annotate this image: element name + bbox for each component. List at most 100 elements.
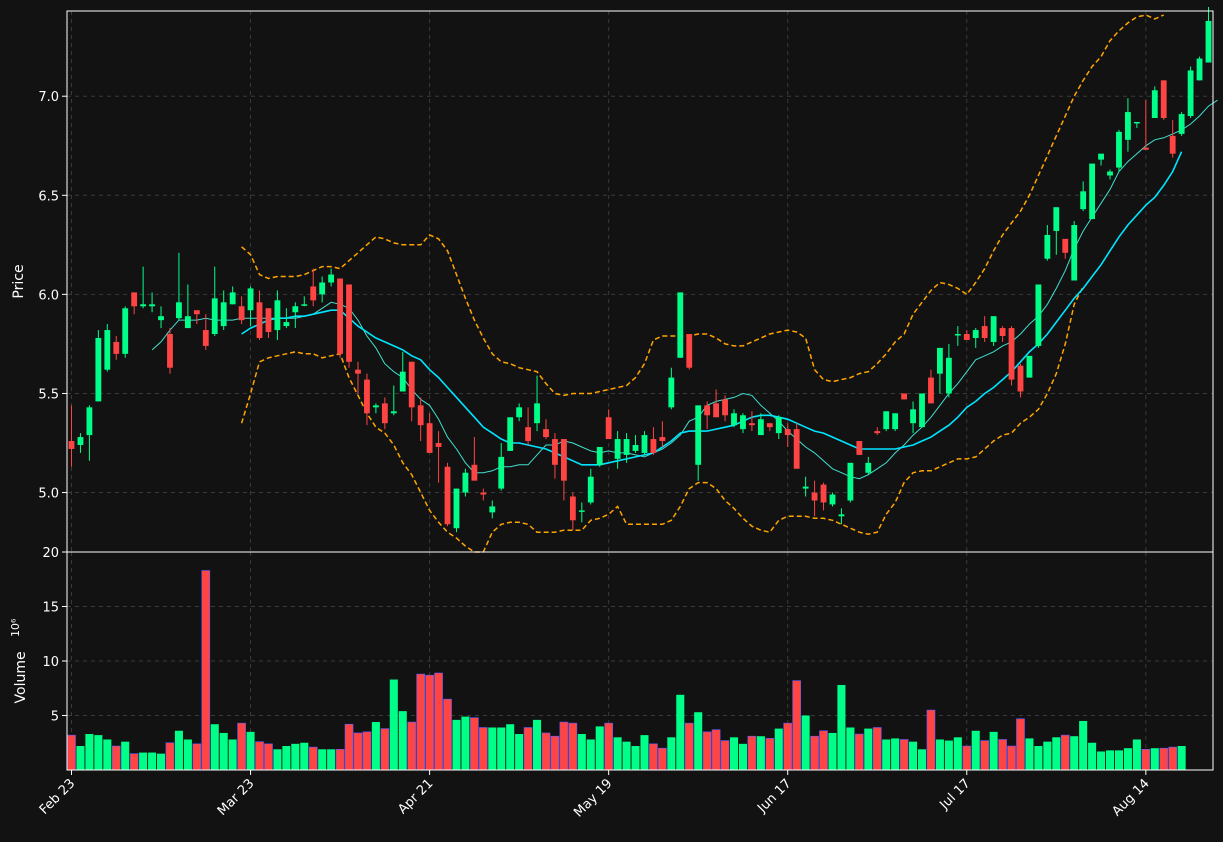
candle: [543, 419, 549, 440]
volume-bar: [291, 743, 300, 770]
candle-body: [677, 292, 684, 358]
candle: [1008, 326, 1015, 386]
candle: [784, 423, 791, 447]
volume-bar: [344, 723, 354, 771]
volume-bar: [864, 728, 873, 770]
candle: [319, 276, 326, 303]
candle: [346, 284, 352, 368]
volume-bar: [506, 724, 515, 770]
volume-bar: [1105, 750, 1115, 770]
candle-body: [632, 444, 639, 451]
volume-bar: [765, 738, 775, 771]
volume-y-ticks: 5 10 15 20: [42, 546, 67, 725]
candle-body: [104, 330, 111, 370]
volume-bar: [389, 679, 398, 770]
candle: [390, 385, 397, 416]
volume-bar: [676, 694, 685, 770]
candle: [587, 468, 594, 505]
candle-body: [184, 316, 191, 329]
volume-bar: [478, 727, 488, 771]
price-grid: [67, 11, 1213, 552]
candle: [301, 296, 308, 307]
candle: [265, 308, 272, 338]
candle-body: [525, 427, 532, 442]
volume-bar: [300, 742, 309, 770]
candle-body: [193, 310, 200, 315]
candle: [167, 328, 173, 374]
volume-bar: [631, 746, 640, 770]
candle-body: [981, 326, 988, 338]
volume-bar: [148, 752, 157, 770]
candle: [578, 502, 585, 523]
candle: [945, 343, 952, 398]
candle-body: [149, 304, 155, 307]
candle-body: [1196, 58, 1203, 81]
candle-body: [668, 377, 675, 408]
candle: [1205, 7, 1212, 63]
volume-bar: [1114, 750, 1124, 770]
candle: [211, 266, 218, 336]
volume-bar: [891, 738, 900, 770]
volume-bar: [380, 728, 390, 771]
candle-body: [372, 405, 379, 408]
price-y-tick-label: 5.0: [38, 487, 59, 502]
volume-bar: [926, 709, 936, 771]
volume-bar: [255, 741, 264, 771]
candle: [328, 268, 335, 287]
price-y-ticks: 5.0 5.5 6.0 6.5 7.0: [38, 90, 67, 502]
candle: [722, 395, 728, 422]
candle-body: [874, 431, 881, 434]
candle: [1035, 284, 1042, 348]
candle: [1098, 153, 1104, 166]
candle-body: [1035, 284, 1042, 346]
candle-body: [614, 439, 621, 459]
volume-axis-exponent: 10⁶: [9, 618, 22, 637]
volume-bar: [1016, 718, 1025, 771]
volume-bar: [774, 728, 783, 770]
candle-body: [229, 292, 236, 305]
volume-bar: [327, 749, 336, 770]
candle-body: [766, 423, 773, 428]
candle: [1142, 100, 1149, 150]
candle: [1133, 121, 1140, 128]
volume-bar: [783, 722, 793, 771]
candle-body: [1017, 365, 1024, 392]
bollinger-bands: [240, 14, 1165, 553]
candle: [838, 508, 845, 525]
candle-body: [355, 369, 361, 374]
candle: [480, 488, 487, 501]
candle: [355, 361, 361, 394]
candle: [650, 427, 657, 455]
candle: [534, 375, 540, 432]
volume-bar: [67, 734, 76, 771]
candle-body: [1071, 225, 1078, 281]
candle-body: [578, 510, 585, 512]
candle: [1017, 363, 1024, 398]
volume-bar: [76, 746, 85, 770]
candle-body: [158, 316, 164, 321]
volume-bar: [702, 731, 712, 771]
candle: [193, 310, 200, 325]
candle-body: [408, 361, 415, 408]
candle: [516, 403, 523, 422]
candle: [1107, 169, 1113, 180]
candle: [740, 413, 746, 434]
volume-bar: [318, 749, 327, 770]
candle: [122, 306, 129, 358]
candle-body: [265, 308, 272, 333]
candle: [704, 401, 711, 430]
candle-body: [453, 488, 460, 529]
candle-body: [1107, 171, 1113, 176]
volume-bar: [246, 731, 255, 770]
candle-body: [417, 405, 424, 426]
candle-body: [945, 357, 952, 394]
candle-body: [95, 337, 102, 402]
candle-body: [238, 306, 245, 321]
volume-bar: [156, 753, 166, 770]
candle-body: [1178, 114, 1185, 134]
volume-bar: [201, 570, 211, 771]
candle-body: [695, 405, 702, 465]
candle: [310, 268, 317, 307]
candle-body: [856, 441, 863, 455]
candle-body: [534, 403, 540, 424]
